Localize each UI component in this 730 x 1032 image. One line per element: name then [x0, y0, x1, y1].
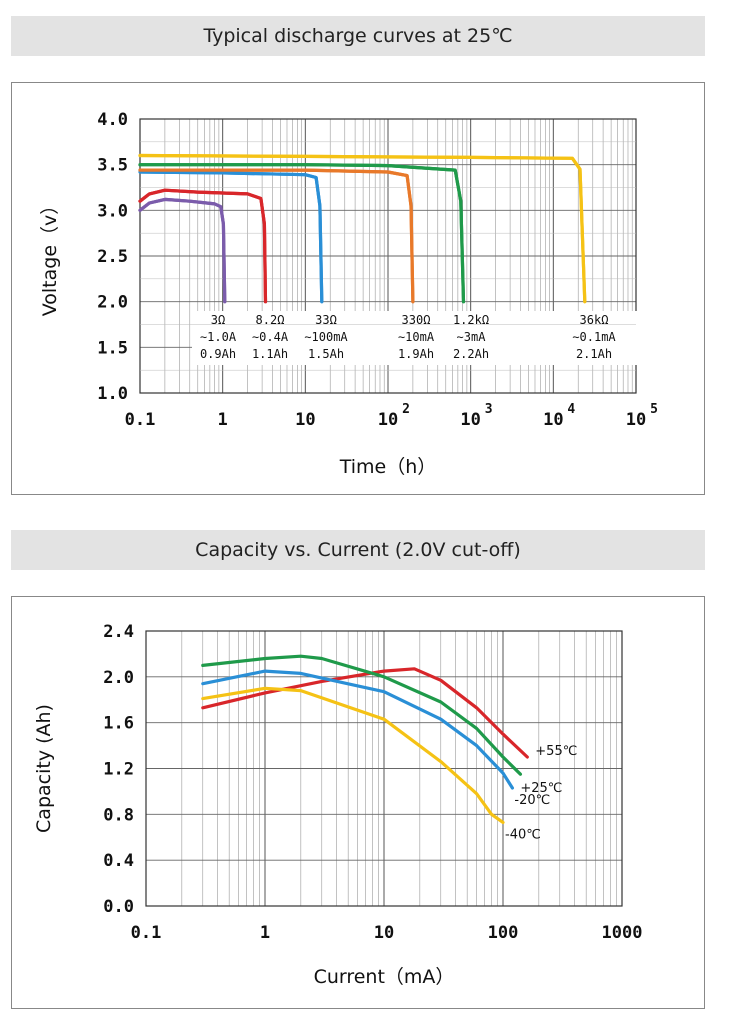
x-tick-exponent: 4 — [567, 402, 575, 417]
chart2-title: Capacity vs. Current (2.0V cut-off) — [11, 530, 705, 570]
capacity-chart: 0.0 0.4 0.8 1.2 1.6 2.0 2.4 0.1 1 10 100 1000 Curren… — [33, 622, 643, 988]
y-tick-label: 0.8 — [103, 805, 134, 825]
series-label: -40℃ — [505, 827, 541, 842]
series-line-1 — [201, 654, 522, 776]
x-tick-label: 10 — [295, 410, 315, 430]
series-line-top-5 — [138, 153, 587, 304]
curve-annotation: 1.1Ah — [252, 347, 288, 361]
x-tick-label: 10 — [374, 923, 394, 943]
series-line-top-4 — [138, 163, 466, 304]
curve-annotation: 2.1Ah — [576, 347, 612, 361]
series-line-top-3 — [138, 168, 415, 304]
curve-annotation: ∼0.4A — [252, 330, 289, 344]
discharge-chart: 1.0 1.5 2.0 2.5 3.0 3.5 4.0 0.1 1 10 10 2 10 3 10 4 10 5 T… — [39, 110, 658, 478]
series-line-5 — [138, 153, 587, 304]
curve-annotation: 1.5Ah — [308, 347, 344, 361]
curve-annotation: 36kΩ — [580, 313, 609, 327]
series-line-1 — [138, 188, 268, 304]
x-tick-label: 10 — [626, 410, 646, 430]
series-line-top-2 — [138, 170, 324, 304]
x-tick-label: 10 — [543, 410, 563, 430]
y-tick-label: 2.5 — [97, 247, 128, 267]
series-label: -20℃ — [514, 793, 550, 808]
curve-annotation: 330Ω — [402, 313, 431, 327]
plot-frame — [139, 118, 637, 394]
x-tick-label: 100 — [488, 923, 519, 943]
y-tick-label: 0.4 — [103, 851, 134, 871]
curve-annotation: ∼3mA — [457, 330, 487, 344]
x-tick-label: 10 — [460, 410, 480, 430]
curve-annotation: 3Ω — [211, 313, 225, 327]
y-tick-label: 1.6 — [103, 714, 134, 734]
y-axis-label: Voltage（v） — [39, 196, 61, 317]
y-tick-label: 2.0 — [97, 293, 128, 313]
curve-annotation: ∼100mA — [304, 330, 348, 344]
y-tick-label: 2.0 — [103, 668, 134, 688]
curve-annotation: 2.2Ah — [453, 347, 489, 361]
x-tick-label: 10 — [378, 410, 398, 430]
x-tick-label: 1 — [218, 410, 228, 430]
series-line-0 — [138, 197, 227, 304]
series-line-3 — [201, 686, 505, 824]
curve-annotation: 0.9Ah — [200, 347, 236, 361]
x-tick-label: 0.1 — [125, 410, 156, 430]
curve-annotation: ∼1.0A — [200, 330, 237, 344]
annotation-background — [192, 311, 637, 365]
series-label: +55℃ — [535, 744, 577, 759]
x-tick-exponent: 5 — [650, 402, 658, 417]
chart1-panel: 1.0 1.5 2.0 2.5 3.0 3.5 4.0 0.1 1 10 10 2 10 3 10 4 10 5 T… — [11, 82, 705, 495]
x-tick-label: 1 — [260, 923, 270, 943]
chart1-title: Typical discharge curves at 25℃ — [11, 16, 705, 56]
x-axis-label: Current（mA） — [314, 966, 455, 988]
y-tick-label: 2.4 — [103, 622, 134, 642]
y-tick-label: 0.0 — [103, 897, 134, 917]
curve-annotation: 1.9Ah — [398, 347, 434, 361]
x-tick-label: 0.1 — [131, 923, 162, 943]
series-line-top-1 — [138, 188, 268, 304]
curve-annotation: ∼10mA — [398, 330, 435, 344]
y-tick-label: 1.5 — [97, 338, 128, 358]
y-axis-label: Capacity (Ah) — [33, 704, 55, 833]
curve-annotation: 8.2Ω — [256, 313, 285, 327]
curve-annotation: ∼0.1mA — [572, 330, 616, 344]
y-tick-label: 4.0 — [97, 110, 128, 130]
x-axis-label: Time（h） — [339, 456, 437, 478]
series-line-top-0 — [138, 197, 227, 304]
series-label: +25℃ — [520, 781, 562, 796]
x-tick-label: 1000 — [602, 923, 643, 943]
plot-frame — [145, 630, 623, 907]
x-tick-exponent: 3 — [485, 402, 493, 417]
series-line-2 — [201, 669, 514, 790]
x-tick-exponent: 2 — [402, 402, 410, 417]
chart2-panel: 0.0 0.4 0.8 1.2 1.6 2.0 2.4 0.1 1 10 100 1000 Curren… — [11, 596, 705, 1009]
y-tick-label: 3.5 — [97, 156, 128, 176]
y-tick-label: 3.0 — [97, 201, 128, 221]
curve-annotation: 1.2kΩ — [453, 313, 489, 327]
y-tick-label: 1.0 — [97, 384, 128, 404]
curve-annotation: 33Ω — [315, 313, 337, 327]
y-tick-label: 1.2 — [103, 760, 134, 780]
